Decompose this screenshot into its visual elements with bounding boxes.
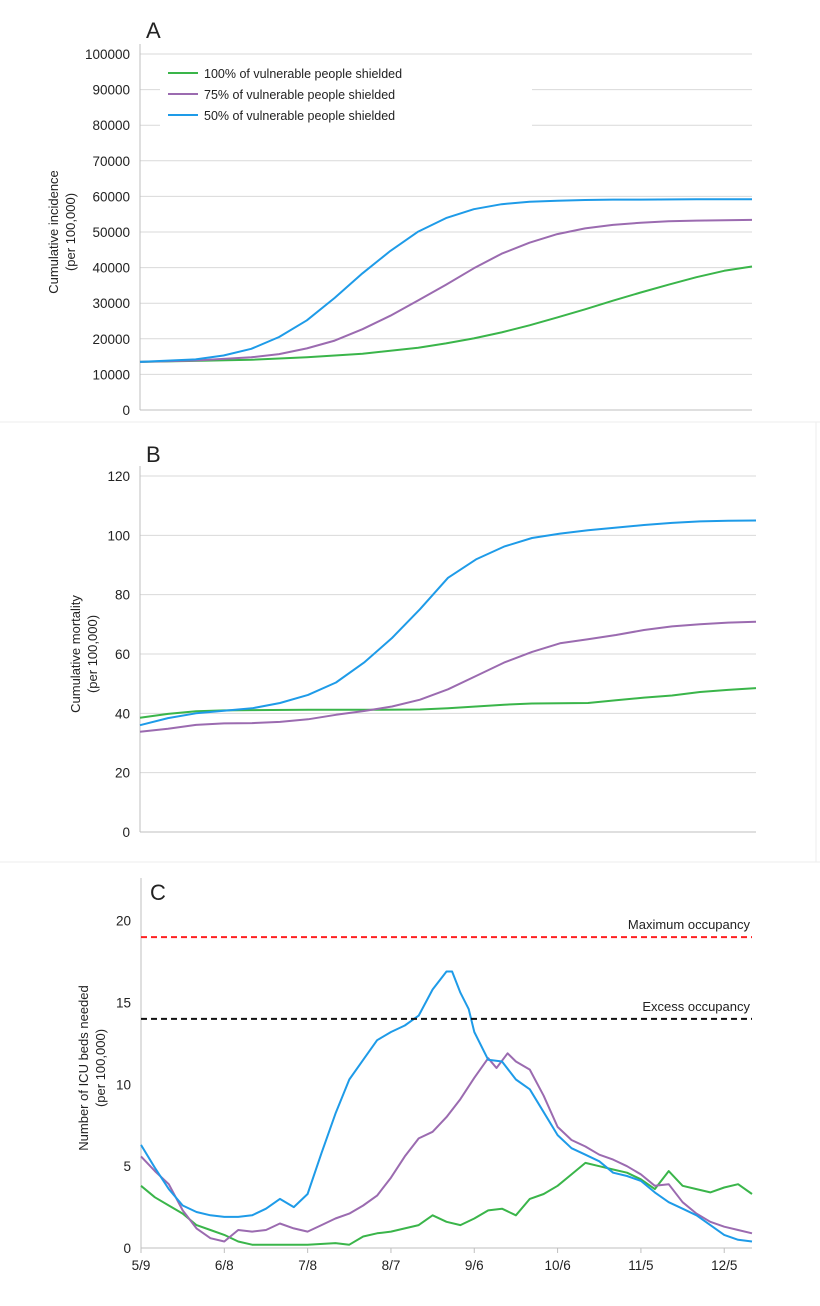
- y-tick-label: 60000: [92, 189, 130, 204]
- y-tick-label: 100: [107, 528, 130, 543]
- panel-label-c: C: [150, 880, 166, 905]
- y-axis-title: Cumulative incidence (per 100,000): [46, 170, 78, 294]
- y-tick-label: 20: [115, 766, 130, 781]
- x-tick-label: 5/9: [132, 1258, 151, 1273]
- legend-label-50: 50% of vulnerable people shielded: [204, 109, 395, 123]
- x-tick-label: 11/5: [628, 1258, 653, 1273]
- y-tick-label: 50000: [92, 225, 130, 240]
- y-axis-title: Number of ICU beds needed (per 100,000): [76, 985, 108, 1150]
- y-tick-label: 40000: [92, 261, 130, 276]
- series-line-a-0: [139, 265, 753, 363]
- y-tick-label: 70000: [92, 154, 130, 169]
- x-tick-label: 6/8: [215, 1258, 234, 1273]
- chart-panel-c: 0 5 10 15 20 5/9 6/8 7/8 8/7 9/6 10/6 11/5 12/5 Numbe…: [76, 878, 753, 1273]
- reference-lines: Maximum occupancy Excess occupancy: [141, 917, 752, 1020]
- chart-panel-b: 0 20 40 60 80 100 120 Cumulative mortality (per …: [68, 466, 757, 840]
- y-tick-label: 0: [123, 1241, 131, 1256]
- y-tick-label: 120: [107, 469, 130, 484]
- x-tick-label: 7/8: [298, 1258, 317, 1273]
- series-line-a-2: [139, 198, 752, 363]
- y-tick-label: 90000: [92, 83, 130, 98]
- legend-label-100: 100% of vulnerable people shielded: [204, 67, 402, 81]
- x-tick-label: 10/6: [544, 1258, 570, 1273]
- y-tick-label: 10000: [92, 367, 130, 382]
- chart-panel-a: 0 10000 20000 30000 40000 50000 60000 70000 8000…: [46, 44, 753, 418]
- y-tick-label: 40: [115, 706, 130, 721]
- legend-label-75: 75% of vulnerable people shielded: [204, 88, 395, 102]
- y-tick-label: 5: [123, 1159, 131, 1174]
- panel-label-a: A: [146, 18, 161, 43]
- legend-background: [160, 60, 532, 128]
- y-tick-label: 0: [122, 403, 130, 418]
- x-tick-label: 12/5: [711, 1258, 737, 1273]
- y-tick-label: 100000: [85, 47, 130, 62]
- panel-label-b: B: [146, 442, 161, 467]
- y-tick-label: 80: [115, 588, 130, 603]
- y-tick-label: 10: [116, 1077, 131, 1092]
- series-line-b-1: [139, 620, 757, 733]
- series-line-a-1: [139, 218, 753, 363]
- series-line-c-2: [140, 970, 753, 1243]
- maximum-occupancy-label: Maximum occupancy: [628, 917, 751, 932]
- y-tick-label: 15: [116, 996, 131, 1011]
- legend: 100% of vulnerable people shielded 75% o…: [160, 60, 532, 128]
- y-tick-label: 20: [116, 914, 131, 929]
- y-tick-label: 60: [115, 647, 130, 662]
- series-line-c-0: [140, 1161, 753, 1246]
- y-tick-label: 80000: [92, 118, 130, 133]
- series-line-b-2: [139, 519, 757, 727]
- y-axis-title: Cumulative mortality (per 100,000): [68, 595, 100, 713]
- y-tick-label: 0: [122, 825, 130, 840]
- x-tick-label: 9/6: [465, 1258, 484, 1273]
- y-tick-label: 30000: [92, 296, 130, 311]
- x-tick-label: 8/7: [382, 1258, 401, 1273]
- y-tick-label: 20000: [92, 332, 130, 347]
- excess-occupancy-label: Excess occupancy: [642, 999, 750, 1014]
- series-line-c-1: [140, 1052, 753, 1243]
